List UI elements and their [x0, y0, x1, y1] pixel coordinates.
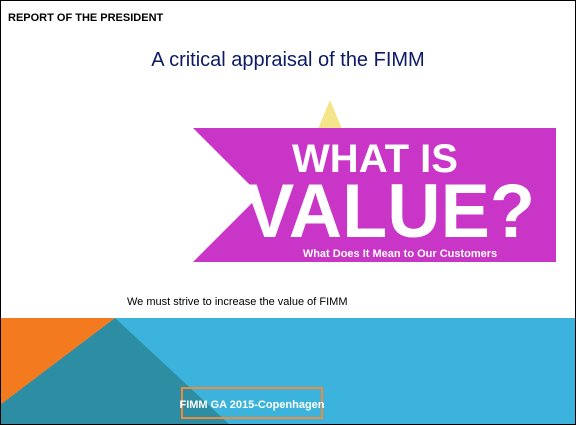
header-label: REPORT OF THE PRESIDENT — [8, 12, 164, 24]
banner-caption: What Does It Mean to Our Customers — [303, 248, 497, 260]
banner-line2: VALUE? — [245, 169, 535, 254]
slide: WHAT IS VALUE? What Does It Mean to Our … — [0, 0, 576, 425]
footer-text: FIMM GA 2015-Copenhagen — [179, 399, 324, 411]
body-text: We must strive to increase the value of … — [127, 296, 347, 308]
slide-title: A critical appraisal of the FIMM — [151, 49, 424, 71]
